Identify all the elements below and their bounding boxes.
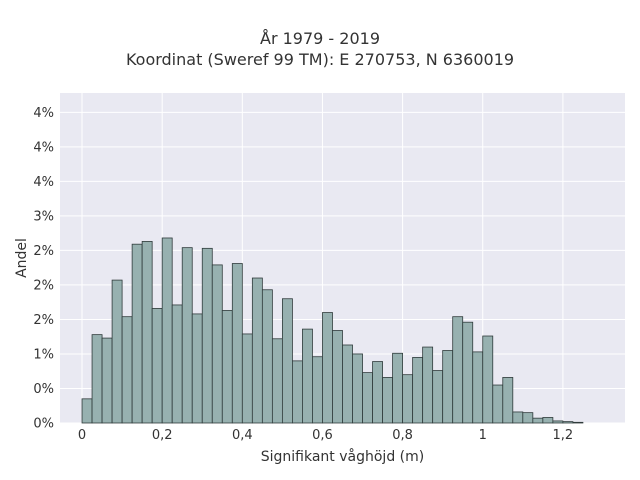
y-tick-label: 4% (33, 106, 54, 121)
histogram-bar (572, 421, 584, 424)
histogram-bar (312, 356, 323, 424)
histogram-bar (432, 370, 444, 424)
histogram-bar (191, 313, 203, 424)
histogram-bar (522, 412, 534, 424)
histogram-bar (302, 328, 313, 424)
histogram-bar (542, 417, 554, 424)
histogram-bar (211, 264, 223, 424)
histogram-bar (91, 334, 103, 424)
histogram-bar (141, 241, 153, 424)
histogram-bar (342, 344, 353, 424)
x-axis-ticks: 0 0,2 0,4 0,6 0,8 1 1,2 (78, 428, 573, 443)
histogram-bar (101, 337, 113, 424)
y-axis-label: Andel (14, 238, 30, 278)
histogram-bar (81, 398, 93, 424)
histogram-bar (472, 351, 484, 424)
histogram-bar (392, 352, 404, 424)
histogram-bar (552, 420, 564, 424)
y-tick-label: 2% (33, 278, 54, 293)
histogram-bar (281, 298, 293, 424)
x-tick-label: 1 (479, 428, 487, 443)
histogram-bar (131, 243, 143, 424)
histogram-bar (412, 357, 424, 424)
histogram-bar (492, 384, 504, 424)
histogram-bar (292, 360, 303, 424)
histogram-bar (402, 374, 414, 424)
y-tick-label: 4% (33, 140, 54, 155)
histogram-bar (231, 263, 243, 424)
x-tick-label: 0,8 (392, 428, 413, 443)
y-tick-label: 0% (33, 417, 54, 432)
chart-title: År 1979 - 2019 (260, 29, 380, 48)
histogram-bar (322, 312, 333, 424)
histogram-bar (111, 279, 123, 424)
histogram-bar (201, 247, 213, 424)
histogram-bar (502, 377, 514, 424)
x-tick-label: 0,6 (312, 428, 333, 443)
histogram-bar (372, 361, 383, 424)
histogram-bar (121, 316, 133, 424)
y-tick-label: 2% (33, 244, 54, 259)
histogram-bar (512, 411, 524, 424)
histogram-bar (221, 310, 233, 424)
histogram-bar (362, 372, 373, 424)
histogram-bar (352, 353, 363, 424)
x-tick-label: 1,2 (553, 428, 574, 443)
histogram-bar (482, 335, 494, 424)
y-axis-ticks: 0% 0% 1% 2% 2% 2% 3% 4% 4% 4% (33, 106, 54, 432)
histogram-bar (181, 247, 193, 424)
y-tick-label: 4% (33, 175, 54, 190)
y-tick-label: 0% (33, 382, 54, 397)
histogram-bar (422, 346, 434, 424)
y-tick-label: 2% (33, 313, 54, 328)
y-tick-label: 1% (33, 347, 54, 362)
histogram-bars (81, 237, 584, 424)
x-tick-label: 0,2 (152, 428, 173, 443)
histogram-bar (442, 350, 454, 424)
histogram-bar (161, 237, 173, 424)
histogram-bar (261, 289, 273, 424)
histogram-bar (171, 304, 183, 424)
grid-lines (60, 93, 625, 424)
histogram-bar (251, 277, 263, 424)
histogram-bar (452, 316, 464, 424)
x-axis-label: Signifikant våghöjd (m) (261, 448, 424, 465)
histogram-bar (271, 338, 283, 424)
histogram-bar (151, 307, 163, 424)
chart-subtitle: Koordinat (Sweref 99 TM): E 270753, N 63… (125, 50, 515, 69)
histogram-bar (241, 333, 253, 424)
histogram-bar (532, 417, 544, 424)
histogram-bar (562, 421, 574, 424)
histogram-bar (462, 321, 474, 424)
y-tick-label: 3% (33, 209, 54, 224)
x-tick-label: 0 (78, 428, 86, 443)
histogram-bar (332, 330, 343, 424)
x-tick-label: 0,4 (232, 428, 253, 443)
histogram-bar (382, 377, 393, 424)
